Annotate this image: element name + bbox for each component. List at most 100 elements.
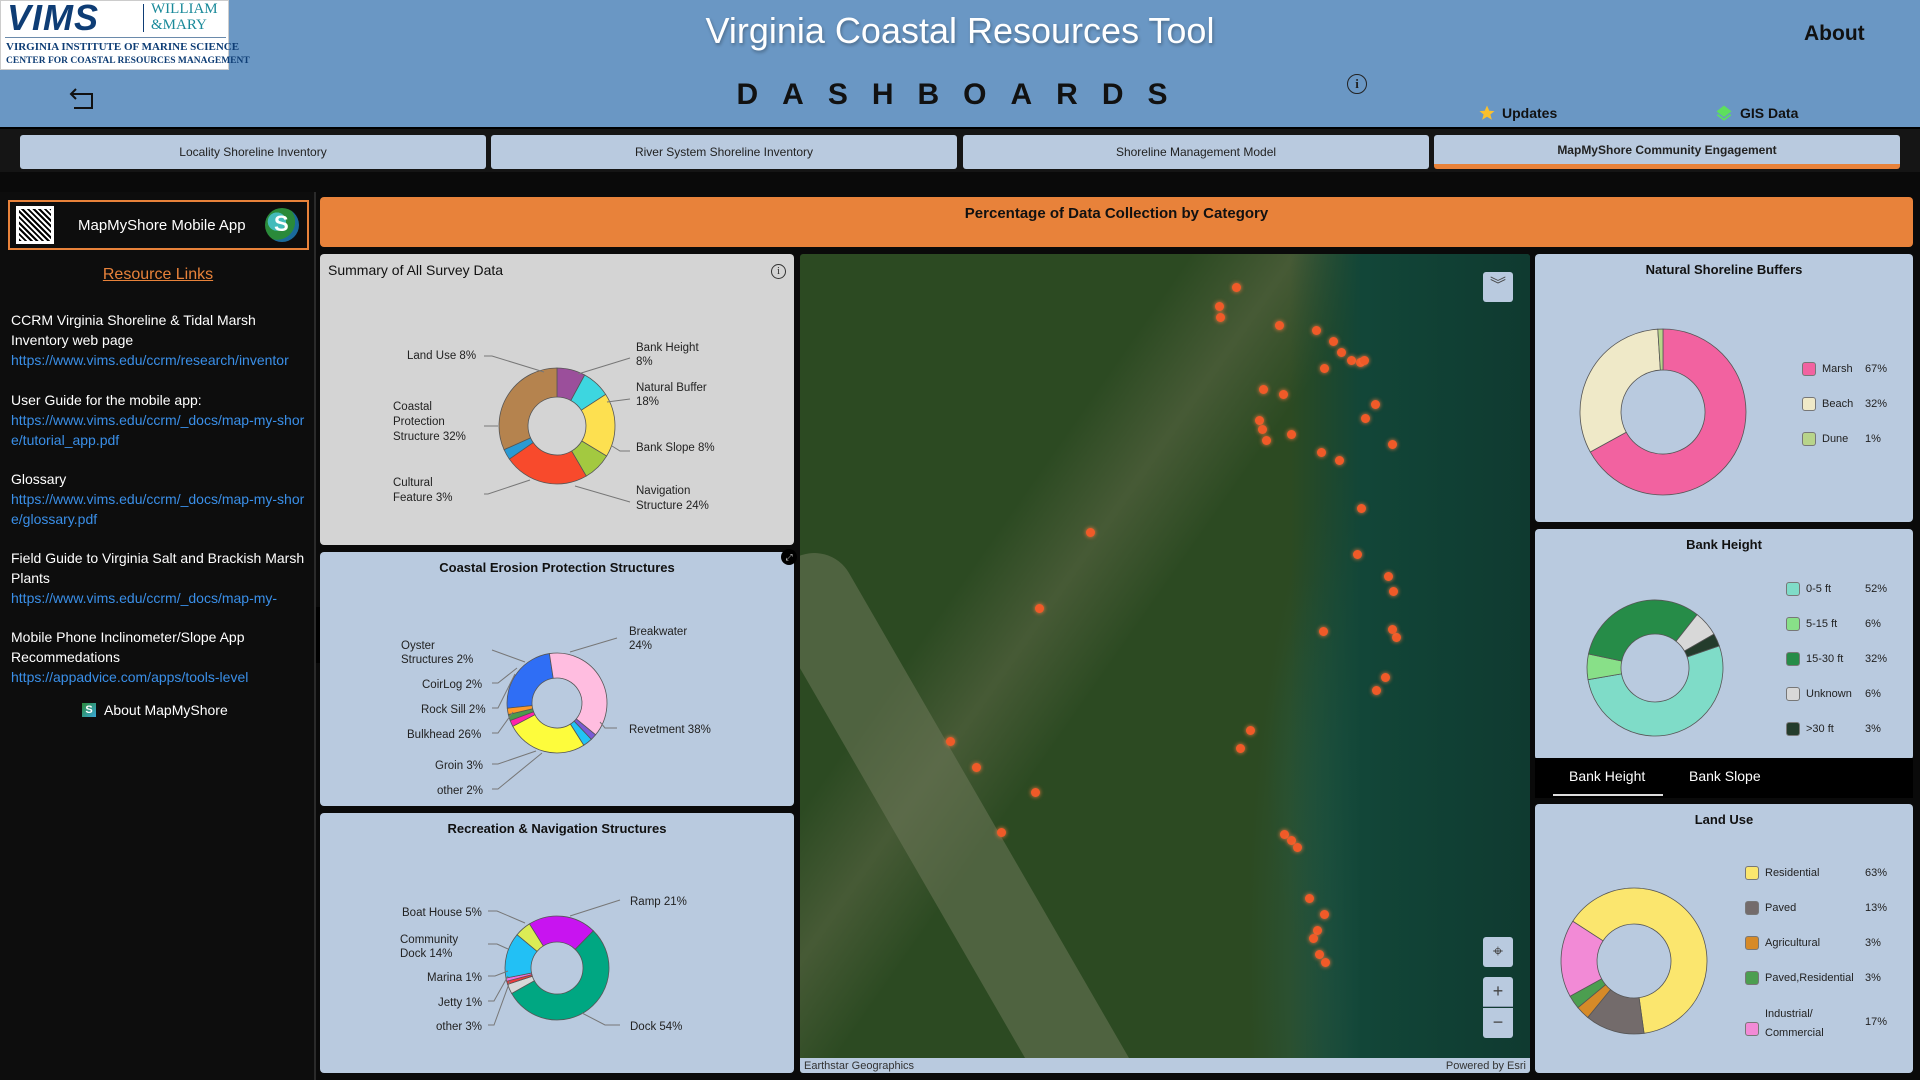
survey-point-marker[interactable] — [1286, 430, 1296, 439]
slice--30-ft[interactable] — [1683, 633, 1720, 658]
survey-point-marker[interactable] — [996, 828, 1006, 838]
survey-point-marker[interactable] — [1389, 586, 1399, 596]
slice-bulkhead[interactable] — [512, 714, 585, 754]
vims-logo[interactable]: VIMS WILLIAM &MARY VIRGINIA INSTITUTE OF … — [0, 0, 250, 70]
survey-point-marker[interactable] — [1314, 950, 1324, 959]
slice-0-5-ft[interactable] — [1587, 645, 1724, 737]
survey-map[interactable]: ︾ ⌖ + − Earthstar Geographics Powered by… — [800, 254, 1530, 1073]
subtab-bank-slope[interactable]: Bank Slope — [1689, 768, 1761, 784]
survey-point-marker[interactable] — [1313, 926, 1323, 935]
bank-height-donut-chart[interactable] — [1535, 529, 1913, 760]
survey-point-marker[interactable] — [1371, 686, 1381, 695]
natural-buffers-donut-chart[interactable] — [1535, 254, 1913, 522]
survey-point-marker[interactable] — [1274, 321, 1284, 331]
svg-text:Ramp 21%: Ramp 21% — [630, 896, 687, 908]
survey-point-marker[interactable] — [1337, 348, 1347, 358]
survey-point-marker[interactable] — [1214, 302, 1224, 311]
expand-panel-icon[interactable]: ⤢ — [781, 549, 797, 565]
survey-point-marker[interactable] — [1286, 836, 1296, 846]
info-icon[interactable]: i — [771, 264, 786, 279]
survey-point-marker[interactable] — [971, 762, 981, 772]
survey-point-marker[interactable] — [1321, 958, 1331, 967]
land-use-donut-chart[interactable] — [1535, 804, 1913, 1073]
resource-links-heading[interactable]: Resource Links — [102, 266, 214, 283]
tab-river-system-shoreline-inventory[interactable]: River System Shoreline Inventory — [491, 135, 957, 169]
survey-point-marker[interactable] — [1280, 830, 1290, 839]
resource-url[interactable]: https://www.vims.edu/ccrm/research/inven… — [11, 352, 289, 368]
survey-point-marker[interactable] — [1293, 842, 1303, 852]
slice-residential[interactable] — [1572, 887, 1708, 1034]
slice-beach[interactable] — [1579, 328, 1661, 453]
survey-point-marker[interactable] — [1035, 604, 1045, 614]
tab-locality-shoreline-inventory[interactable]: Locality Shoreline Inventory — [20, 135, 486, 169]
tab-mapmyshore-community-engagement[interactable]: MapMyShore Community Engagement — [1434, 135, 1900, 169]
survey-point-marker[interactable] — [1236, 743, 1246, 753]
slice-boat-house[interactable] — [516, 923, 544, 952]
survey-point-marker[interactable] — [1085, 527, 1095, 537]
qr-code-icon[interactable] — [16, 206, 54, 244]
survey-point-marker[interactable] — [1346, 356, 1356, 366]
survey-point-marker[interactable] — [1381, 673, 1391, 683]
survey-point-marker[interactable] — [1312, 326, 1322, 335]
slice-15-30-ft[interactable] — [1587, 599, 1698, 662]
back-arrow-icon[interactable] — [68, 86, 96, 112]
gis-data-link[interactable]: GIS Data — [1714, 103, 1798, 123]
about-mapmyshore-link[interactable]: S About MapMyShore — [82, 702, 228, 718]
survey-point-marker[interactable] — [1245, 726, 1255, 735]
resource-url[interactable]: https://www.vims.edu/ccrm/_docs/map-my-s… — [11, 491, 305, 527]
slice-dune[interactable] — [1657, 328, 1664, 371]
slice-coastal-protection-structure[interactable] — [498, 367, 558, 451]
survey-point-marker[interactable] — [1359, 356, 1369, 366]
collapse-chevron-icon[interactable]: ︾ — [1483, 272, 1513, 302]
survey-point-marker[interactable] — [1357, 503, 1367, 513]
survey-point-marker[interactable] — [1320, 910, 1330, 919]
summary-donut-chart[interactable] — [320, 254, 794, 545]
survey-point-marker[interactable] — [1216, 313, 1226, 323]
survey-point-marker[interactable] — [1387, 625, 1397, 635]
slice-oyster-structures[interactable] — [506, 705, 534, 715]
survey-point-marker[interactable] — [1320, 364, 1330, 374]
zoom-in-button[interactable]: + — [1483, 977, 1513, 1007]
slice-industrial-commercial[interactable] — [1560, 920, 1604, 997]
survey-point-marker[interactable] — [1261, 436, 1271, 446]
updates-label: Updates — [1502, 105, 1558, 121]
resource-url[interactable]: https://www.vims.edu/ccrm/_docs/map-my- — [11, 590, 278, 606]
svg-text:Dock 54%: Dock 54% — [630, 1021, 682, 1033]
recreation-donut-chart[interactable] — [320, 813, 794, 1073]
survey-point-marker[interactable] — [1391, 633, 1401, 643]
survey-point-marker[interactable] — [1387, 439, 1397, 449]
info-icon[interactable]: i — [1347, 74, 1367, 94]
survey-point-marker[interactable] — [1318, 626, 1328, 636]
survey-point-marker[interactable] — [1353, 550, 1363, 559]
resource-label: User Guide for the mobile app: — [11, 392, 202, 408]
coastal-erosion-donut-chart[interactable] — [320, 552, 794, 806]
survey-point-marker[interactable] — [1305, 894, 1315, 903]
survey-point-marker[interactable] — [946, 737, 956, 747]
survey-point-marker[interactable] — [1370, 399, 1380, 409]
attribution-esri[interactable]: Powered by Esri — [1445, 1059, 1526, 1072]
survey-point-marker[interactable] — [1232, 282, 1242, 292]
survey-point-marker[interactable] — [1258, 385, 1268, 395]
slice-dock[interactable] — [511, 930, 610, 1021]
subtab-bank-height[interactable]: Bank Height — [1569, 768, 1646, 784]
survey-point-marker[interactable] — [1257, 425, 1267, 435]
resource-url[interactable]: https://appadvice.com/apps/tools-level — [11, 669, 249, 685]
slice-revetment[interactable] — [548, 652, 608, 736]
resource-url[interactable]: https://www.vims.edu/ccrm/_docs/map-my-s… — [11, 412, 305, 448]
mobile-app-card[interactable]: MapMyShore Mobile App — [8, 200, 309, 250]
survey-point-marker[interactable] — [1361, 414, 1371, 423]
survey-point-marker[interactable] — [1334, 455, 1344, 465]
survey-point-marker[interactable] — [1309, 934, 1319, 943]
tab-shoreline-management-model[interactable]: Shoreline Management Model — [963, 135, 1429, 169]
survey-point-marker[interactable] — [1383, 572, 1393, 582]
survey-point-marker[interactable] — [1254, 415, 1264, 425]
slice-marsh[interactable] — [1589, 328, 1747, 496]
locate-icon[interactable]: ⌖ — [1483, 937, 1513, 967]
updates-link[interactable]: Updates — [1478, 104, 1557, 122]
survey-point-marker[interactable] — [1317, 447, 1327, 457]
about-link[interactable]: About — [1804, 22, 1865, 45]
survey-point-marker[interactable] — [1329, 337, 1339, 347]
zoom-out-button[interactable]: − — [1483, 1008, 1513, 1038]
survey-point-marker[interactable] — [1278, 390, 1288, 399]
survey-point-marker[interactable] — [1031, 788, 1041, 798]
